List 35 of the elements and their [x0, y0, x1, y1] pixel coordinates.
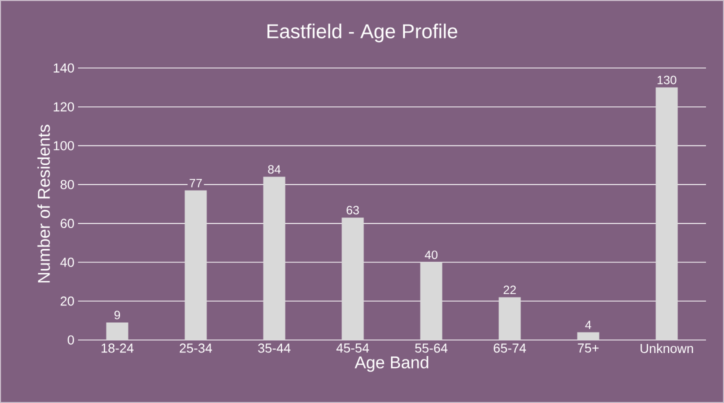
- x-tick-label: Unknown: [640, 344, 693, 354]
- data-label: 130: [658, 76, 676, 84]
- data-label: 22: [504, 286, 516, 294]
- x-tick-label: 45-54: [336, 344, 369, 353]
- y-tick-label: 80: [60, 180, 74, 190]
- x-tick-label: 75+: [578, 344, 599, 353]
- y-tick-label: 120: [54, 102, 74, 112]
- x-tick-label: 25-34: [180, 344, 212, 353]
- data-label: 40: [424, 250, 438, 260]
- y-tick-label: 140: [54, 63, 74, 73]
- y-tick-label: 60: [60, 218, 74, 228]
- y-tick-label: 100: [54, 141, 74, 150]
- data-label: 84: [268, 165, 281, 174]
- data-label: 77: [190, 178, 202, 188]
- data-label: 4: [585, 320, 592, 330]
- data-label: 9: [114, 310, 120, 320]
- y-tick-label: 40: [60, 258, 74, 267]
- bar: [420, 262, 442, 340]
- y-axis-title: Number of Residents: [37, 124, 50, 282]
- bar: [656, 87, 678, 340]
- chart-title: Eastfield - Age Profile: [267, 24, 458, 42]
- x-tick-label: 65-74: [494, 344, 526, 353]
- x-axis-title: Age Band: [354, 356, 428, 372]
- bar: [184, 190, 207, 340]
- x-tick-label: 18-24: [102, 344, 134, 353]
- x-tick-label: 35-44: [258, 344, 290, 353]
- y-tick-label: 0: [68, 335, 74, 345]
- bar: [263, 176, 286, 340]
- data-label: 63: [346, 206, 359, 214]
- bar: [106, 322, 128, 340]
- bar: [342, 218, 364, 340]
- bar: [577, 332, 600, 340]
- y-tick-label: 20: [60, 296, 74, 306]
- bar: [498, 297, 521, 340]
- x-tick-label: 55-64: [415, 344, 448, 353]
